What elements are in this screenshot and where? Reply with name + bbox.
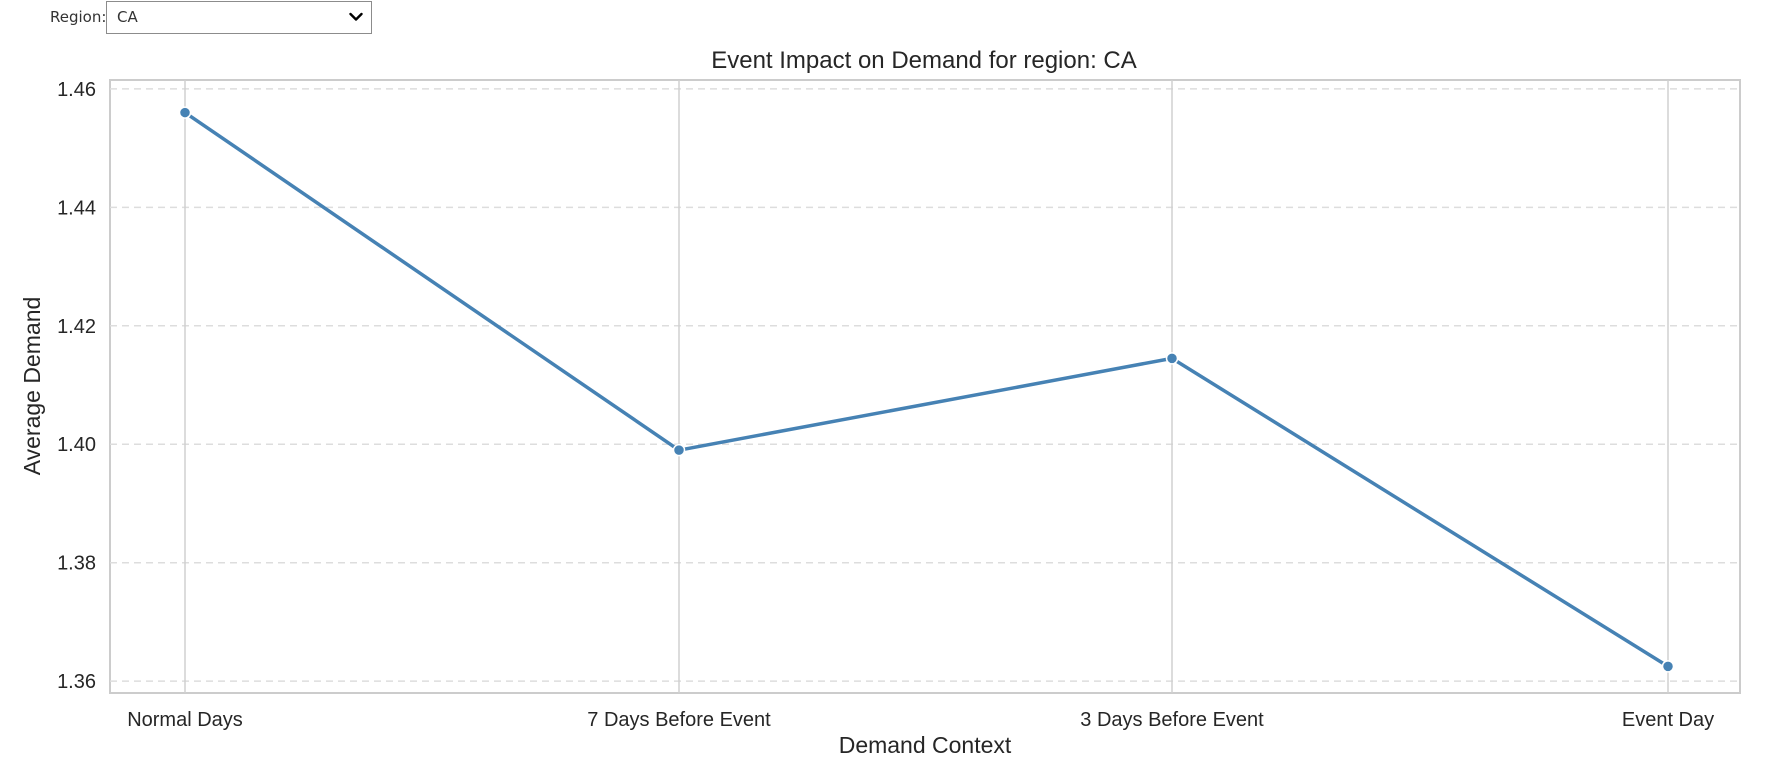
y-tick-label: 1.38 <box>57 553 96 575</box>
x-tick-label: 7 Days Before Event <box>587 709 771 731</box>
x-axis-label: Demand Context <box>839 732 1012 758</box>
y-tick-labels: 1.36 1.38 1.40 1.42 1.44 1.46 <box>57 79 96 693</box>
chart-title: Event Impact on Demand for region: CA <box>711 47 1137 74</box>
y-tick-label: 1.44 <box>57 197 96 219</box>
region-selector: Region: CA <box>50 0 372 34</box>
y-tick-label: 1.40 <box>57 434 96 456</box>
series-line <box>184 111 1669 668</box>
y-tick-label: 1.36 <box>57 671 96 693</box>
region-label: Region: <box>50 8 107 26</box>
x-gridlines <box>184 80 1669 693</box>
y-tick-label: 1.46 <box>57 79 96 101</box>
demand-series <box>178 106 1675 673</box>
data-point <box>672 443 686 457</box>
y-axis-label: Average Demand <box>19 297 45 476</box>
data-point <box>178 106 192 119</box>
region-dropdown[interactable]: CA <box>106 0 372 34</box>
x-tick-label: Event Day <box>1622 709 1714 731</box>
chevron-down-icon[interactable] <box>349 12 363 22</box>
y-tick-label: 1.42 <box>57 316 96 338</box>
x-tick-label: 3 Days Before Event <box>1080 709 1264 731</box>
data-point <box>1661 660 1675 673</box>
region-dropdown-value: CA <box>117 8 138 26</box>
y-gridlines <box>110 88 1740 682</box>
data-point <box>1165 352 1179 365</box>
x-tick-label: Normal Days <box>127 709 243 731</box>
plot-area <box>109 79 1741 694</box>
x-tick-labels: Normal Days 7 Days Before Event 3 Days Bef… <box>127 709 1714 731</box>
